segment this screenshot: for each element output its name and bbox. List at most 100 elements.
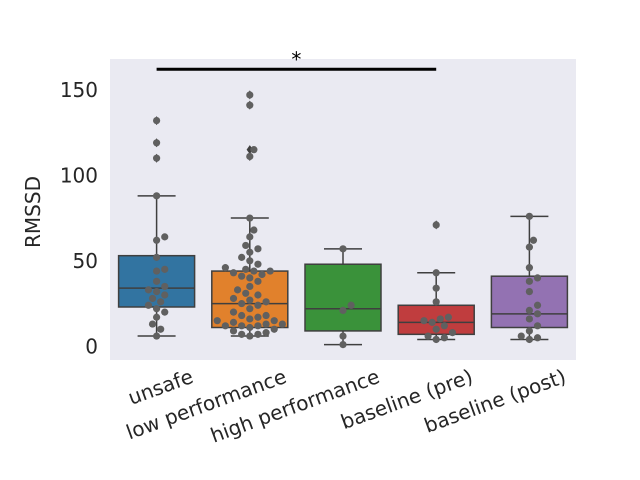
data-point xyxy=(266,267,274,275)
data-point xyxy=(148,294,157,303)
significance-label: * xyxy=(291,47,301,71)
data-point xyxy=(246,332,254,340)
data-point xyxy=(420,317,428,325)
data-point xyxy=(246,305,254,313)
data-point xyxy=(246,296,254,304)
data-point xyxy=(153,277,161,285)
data-point xyxy=(339,245,347,253)
data-point xyxy=(144,301,153,309)
data-point xyxy=(339,341,347,349)
box-high-performance xyxy=(304,248,382,346)
data-point xyxy=(347,301,355,309)
data-point xyxy=(153,305,161,313)
data-point xyxy=(254,291,262,299)
data-point xyxy=(250,267,258,275)
data-point xyxy=(229,308,238,316)
data-point xyxy=(262,329,270,337)
data-point xyxy=(229,327,238,335)
points-layer xyxy=(144,91,542,349)
data-point xyxy=(238,330,246,338)
data-point xyxy=(525,243,534,251)
data-point xyxy=(161,308,169,316)
data-point xyxy=(517,332,525,340)
data-point xyxy=(144,286,153,294)
data-point xyxy=(246,152,254,161)
data-point xyxy=(525,306,534,315)
y-tick-label: 0 xyxy=(85,334,98,358)
data-point xyxy=(246,214,254,222)
data-point xyxy=(153,287,161,296)
data-point xyxy=(221,322,229,330)
data-point xyxy=(246,91,254,99)
data-point xyxy=(250,146,258,154)
data-point xyxy=(432,298,440,306)
data-point xyxy=(242,265,250,273)
data-point xyxy=(246,282,254,291)
data-point xyxy=(270,317,278,325)
data-point xyxy=(339,332,347,340)
data-point xyxy=(246,274,254,282)
data-point xyxy=(161,265,169,273)
y-tick-label: 150 xyxy=(60,78,98,102)
data-point xyxy=(250,226,258,234)
data-point xyxy=(525,264,534,272)
y-axis-title: RMSSD xyxy=(21,176,45,248)
y-tick-label: 100 xyxy=(60,163,98,187)
data-point xyxy=(238,253,246,261)
data-point xyxy=(233,286,242,294)
data-point xyxy=(254,245,262,253)
annotation-layer: * xyxy=(156,47,437,71)
data-point xyxy=(428,318,436,326)
data-point xyxy=(533,322,542,330)
data-point xyxy=(238,299,246,308)
data-point xyxy=(436,315,444,323)
data-point xyxy=(529,236,538,244)
data-point xyxy=(153,332,161,340)
data-point xyxy=(525,335,534,344)
data-point xyxy=(246,248,254,256)
y-tick-label: 50 xyxy=(73,249,98,273)
data-point xyxy=(246,323,254,332)
data-point xyxy=(254,322,262,330)
data-point xyxy=(153,139,161,147)
data-point xyxy=(432,269,440,277)
data-point xyxy=(153,116,161,125)
data-point xyxy=(254,277,262,285)
data-point xyxy=(246,257,254,265)
data-point xyxy=(533,274,542,282)
data-point xyxy=(258,270,266,279)
data-point xyxy=(246,233,254,241)
data-point xyxy=(262,311,270,320)
data-point xyxy=(229,318,238,326)
data-point xyxy=(525,327,534,335)
data-point xyxy=(153,154,161,162)
data-point xyxy=(242,241,250,250)
y-axis: 0 50 100 150 xyxy=(60,78,98,359)
data-point xyxy=(432,335,440,344)
data-point xyxy=(424,332,432,340)
data-point xyxy=(153,236,161,244)
box-iqr xyxy=(304,263,382,332)
data-point xyxy=(525,212,534,220)
data-point xyxy=(525,315,534,323)
data-point xyxy=(246,315,254,323)
data-point xyxy=(153,253,161,261)
data-point xyxy=(246,101,254,109)
data-point xyxy=(262,298,270,306)
data-point xyxy=(229,294,238,303)
data-point xyxy=(153,192,161,200)
data-point xyxy=(254,313,262,321)
data-point xyxy=(238,322,246,330)
data-point xyxy=(153,267,161,275)
data-point xyxy=(440,334,448,342)
data-point xyxy=(444,313,453,321)
data-point xyxy=(148,320,157,328)
data-point xyxy=(254,301,262,309)
data-point xyxy=(157,325,165,333)
data-point xyxy=(278,320,286,328)
data-point xyxy=(161,291,169,299)
data-point xyxy=(432,325,440,333)
data-point xyxy=(525,277,534,285)
data-point xyxy=(432,221,440,229)
